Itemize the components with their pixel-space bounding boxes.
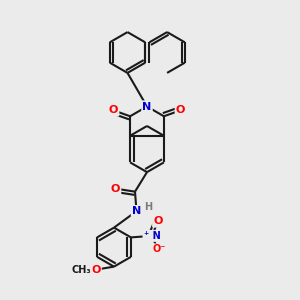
Text: ⁺ N: ⁺ N	[143, 231, 160, 241]
Text: O⁻: O⁻	[153, 244, 166, 254]
Text: H: H	[144, 202, 153, 212]
Text: N: N	[132, 206, 141, 216]
Text: O: O	[153, 217, 163, 226]
Text: CH₃: CH₃	[72, 265, 92, 275]
Text: O: O	[111, 184, 120, 194]
Text: O: O	[109, 105, 118, 116]
Text: O: O	[176, 105, 185, 116]
Text: N: N	[142, 101, 152, 112]
Text: O: O	[91, 265, 101, 275]
